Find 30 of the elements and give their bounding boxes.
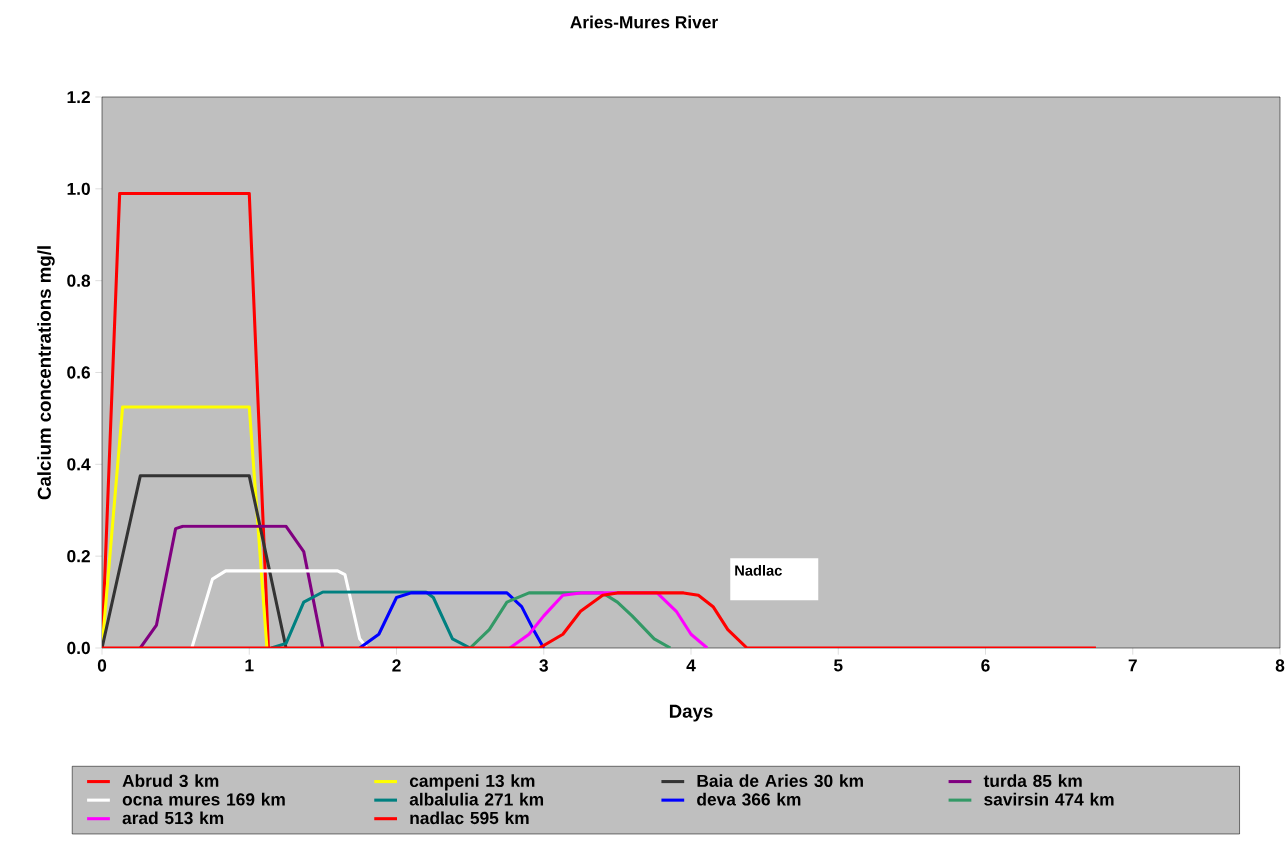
y-tick-label: 0.6: [67, 366, 90, 379]
y-tick-label: 0.8: [67, 274, 91, 287]
x-tick-label: 6: [981, 659, 990, 672]
annotation: Nadlac: [735, 564, 782, 576]
legend-label: campeni 13 km: [409, 774, 535, 791]
legend-label: savirsin 474 km: [984, 792, 1114, 806]
legend-label: nadlac 595 km: [410, 811, 529, 825]
y-tick-label: 1.0: [67, 182, 90, 195]
legend-label: arad 513 km: [122, 811, 224, 825]
x-tick-label: 3: [539, 659, 548, 672]
x-tick-label: 0: [97, 659, 107, 672]
legend-label: turda 85 km: [983, 774, 1082, 788]
y-tick-label: 0.4: [67, 458, 91, 471]
legend-label: Baia de Aries 30 km: [697, 774, 863, 788]
x-tick-label: 8: [1275, 659, 1285, 672]
x-tick-label: 4: [686, 659, 696, 672]
legend-label: deva 366 km: [697, 792, 801, 806]
x-tick-label: 2: [392, 659, 401, 672]
y-tick-label: 1.2: [67, 90, 90, 104]
y-tick-label: 0.2: [67, 550, 90, 563]
legend-label: albalulia 271 km: [409, 792, 544, 806]
x-tick-label: 7: [1128, 659, 1137, 672]
y-axis-title: Calcium concentrations mg/l: [37, 246, 55, 500]
chart-title: Aries-Mures River: [570, 15, 718, 29]
x-tick-label: 1: [245, 659, 254, 672]
x-tick-label: 5: [833, 659, 843, 672]
x-axis-title: Days: [669, 704, 713, 722]
legend-label: ocna mures 169 km: [122, 792, 285, 806]
y-tick-label: 0.0: [67, 641, 90, 655]
legend-label: Abrud 3 km: [122, 774, 219, 788]
